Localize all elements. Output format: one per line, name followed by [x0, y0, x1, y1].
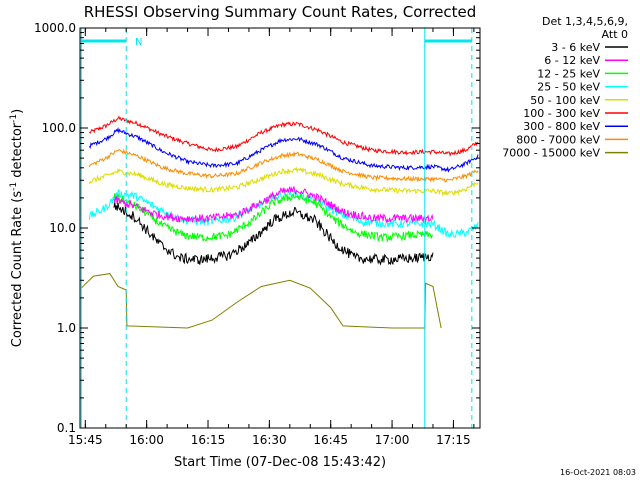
y-axis-label-exp2: -1 [9, 114, 19, 123]
y-axis-label-close: ) [10, 109, 25, 114]
series-layer [80, 115, 479, 329]
legend-label: 25 - 50 keV [537, 81, 600, 94]
x-axis-label: Start Time (07-Dec-08 15:43:42) [174, 455, 386, 470]
chart-title: RHESSI Observing Summary Count Rates, Co… [84, 3, 477, 21]
y-axis-label-main: Corrected Count Rate (s [10, 191, 25, 348]
series-line [113, 193, 434, 243]
marker-layer [80, 28, 473, 428]
y-tick-label: 100.0 [42, 121, 76, 135]
legend-label: 300 - 800 keV [523, 120, 600, 133]
generation-timestamp: 16-Oct-2021 08:03 [560, 468, 636, 477]
x-tick-label: 16:15 [191, 433, 226, 447]
legend-label: 6 - 12 keV [544, 54, 600, 67]
series-line [88, 148, 479, 183]
series-line [113, 185, 434, 224]
legend-detector-line1: Det 1,3,4,5,6,9, [542, 15, 628, 28]
legend-label: 50 - 100 keV [530, 94, 600, 107]
legend-label: 3 - 6 keV [551, 41, 600, 54]
plot-frame [79, 27, 481, 429]
series-line [89, 115, 479, 157]
night-annotation: N [135, 37, 142, 48]
x-tick-label: 16:45 [313, 433, 348, 447]
y-tick-label: 0.1 [57, 421, 76, 435]
x-axis: 15:45 16:00 16:15 16:30 16:45 17:00 17:15 [68, 28, 475, 447]
y-axis-label-exp: -1 [9, 182, 19, 191]
x-tick-label: 17:00 [375, 433, 410, 447]
legend-label: 800 - 7000 keV [516, 133, 600, 146]
series-line [88, 188, 479, 239]
y-tick-label: 1000.0 [34, 21, 76, 35]
y-tick-label: 10.0 [49, 221, 76, 235]
legend-label: 12 - 25 keV [537, 67, 600, 80]
legend-detector-line2: Att 0 [602, 28, 628, 41]
legend-label: 100 - 300 keV [523, 107, 600, 120]
y-axis-label: Corrected Count Rate (s-1 detector-1) [9, 109, 25, 347]
series-line [113, 202, 434, 266]
x-tick-label: 16:00 [129, 433, 164, 447]
x-tick-label: 17:15 [436, 433, 471, 447]
x-tick-label: 15:45 [68, 433, 103, 447]
legend-label: 7000 - 15000 keV [502, 147, 600, 160]
series-line [88, 166, 479, 197]
y-axis: 1000.0 100.0 10.0 1.0 0.1 [34, 21, 480, 435]
series-line [80, 273, 442, 329]
y-axis-label-tail: detector [10, 122, 25, 182]
y-tick-label: 1.0 [57, 321, 76, 335]
series-line [88, 126, 479, 173]
x-tick-label: 16:30 [252, 433, 287, 447]
